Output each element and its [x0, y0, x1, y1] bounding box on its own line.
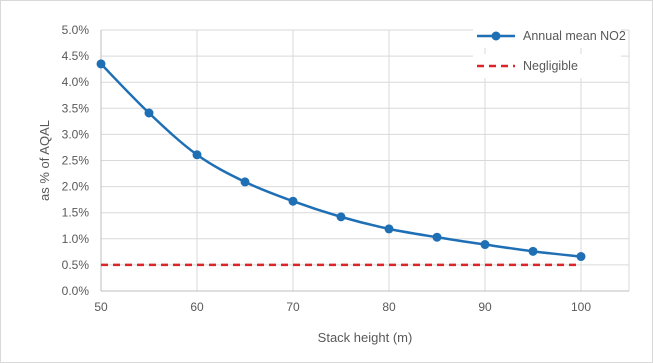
x-tick-label: 80: [382, 300, 396, 314]
y-tick-label: 3.5%: [62, 101, 90, 115]
data-point: [576, 252, 586, 262]
data-point: [432, 232, 442, 242]
y-tick-label: 0.5%: [62, 258, 90, 272]
y-tick-label: 3.0%: [62, 127, 90, 141]
data-point: [480, 240, 490, 250]
data-point: [384, 224, 394, 234]
data-point: [192, 150, 202, 160]
x-tick-label: 70: [286, 300, 300, 314]
legend-item: Annual mean NO2: [473, 24, 626, 48]
y-tick-label: 2.0%: [62, 180, 90, 194]
legend-label: Negligible: [523, 59, 578, 73]
legend: Annual mean NO2 Negligible: [473, 24, 626, 78]
data-point: [528, 246, 538, 256]
axes: 0.0% 0.5% 1.0% 1.5% 2.0% 2.5% 3.0% 3.5% 4.0% 4.5%…: [62, 23, 629, 314]
legend-item-background: [473, 54, 621, 78]
x-tick-label: 60: [190, 300, 204, 314]
data-point: [336, 212, 346, 222]
legend-marker: [491, 31, 501, 41]
y-tick-label: 4.5%: [62, 49, 90, 63]
x-tick-label: 50: [94, 300, 108, 314]
y-tick-label: 4.0%: [62, 75, 90, 89]
data-point: [96, 59, 106, 69]
data-point: [288, 196, 298, 206]
y-tick-label: 5.0%: [62, 23, 90, 37]
legend-item: Negligible: [473, 54, 621, 78]
y-tick-label: 1.5%: [62, 206, 90, 220]
y-tick-label: 0.0%: [62, 284, 90, 298]
y-axis-title: as % of AQAL: [37, 120, 52, 201]
x-axis-title: Stack height (m): [318, 330, 413, 345]
series-annual-mean-no2: [96, 59, 586, 262]
legend-label: Annual mean NO2: [523, 29, 626, 43]
series-group: [96, 59, 586, 267]
data-point: [240, 177, 250, 187]
x-tick-label: 100: [571, 300, 591, 314]
y-tick-label: 2.5%: [62, 154, 90, 168]
y-tick-label: 1.0%: [62, 232, 90, 246]
x-tick-label: 90: [478, 300, 492, 314]
data-point: [144, 108, 154, 118]
